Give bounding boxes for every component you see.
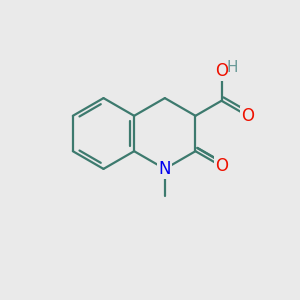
Text: O: O	[241, 107, 254, 125]
Text: H: H	[226, 60, 238, 75]
Text: O: O	[215, 62, 228, 80]
Text: O: O	[215, 157, 228, 175]
Text: N: N	[159, 160, 171, 178]
